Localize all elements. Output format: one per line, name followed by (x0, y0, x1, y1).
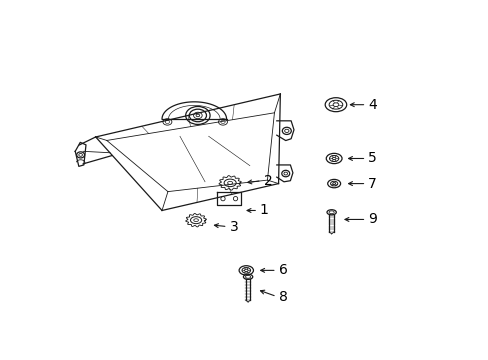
Text: 5: 5 (367, 152, 376, 166)
Text: 6: 6 (278, 264, 287, 277)
Text: 2: 2 (263, 174, 272, 188)
Text: 4: 4 (367, 98, 376, 112)
Text: 7: 7 (367, 177, 376, 190)
Text: 1: 1 (260, 203, 268, 217)
Text: 8: 8 (278, 289, 287, 303)
Text: 3: 3 (229, 220, 238, 234)
Text: 9: 9 (367, 212, 376, 226)
